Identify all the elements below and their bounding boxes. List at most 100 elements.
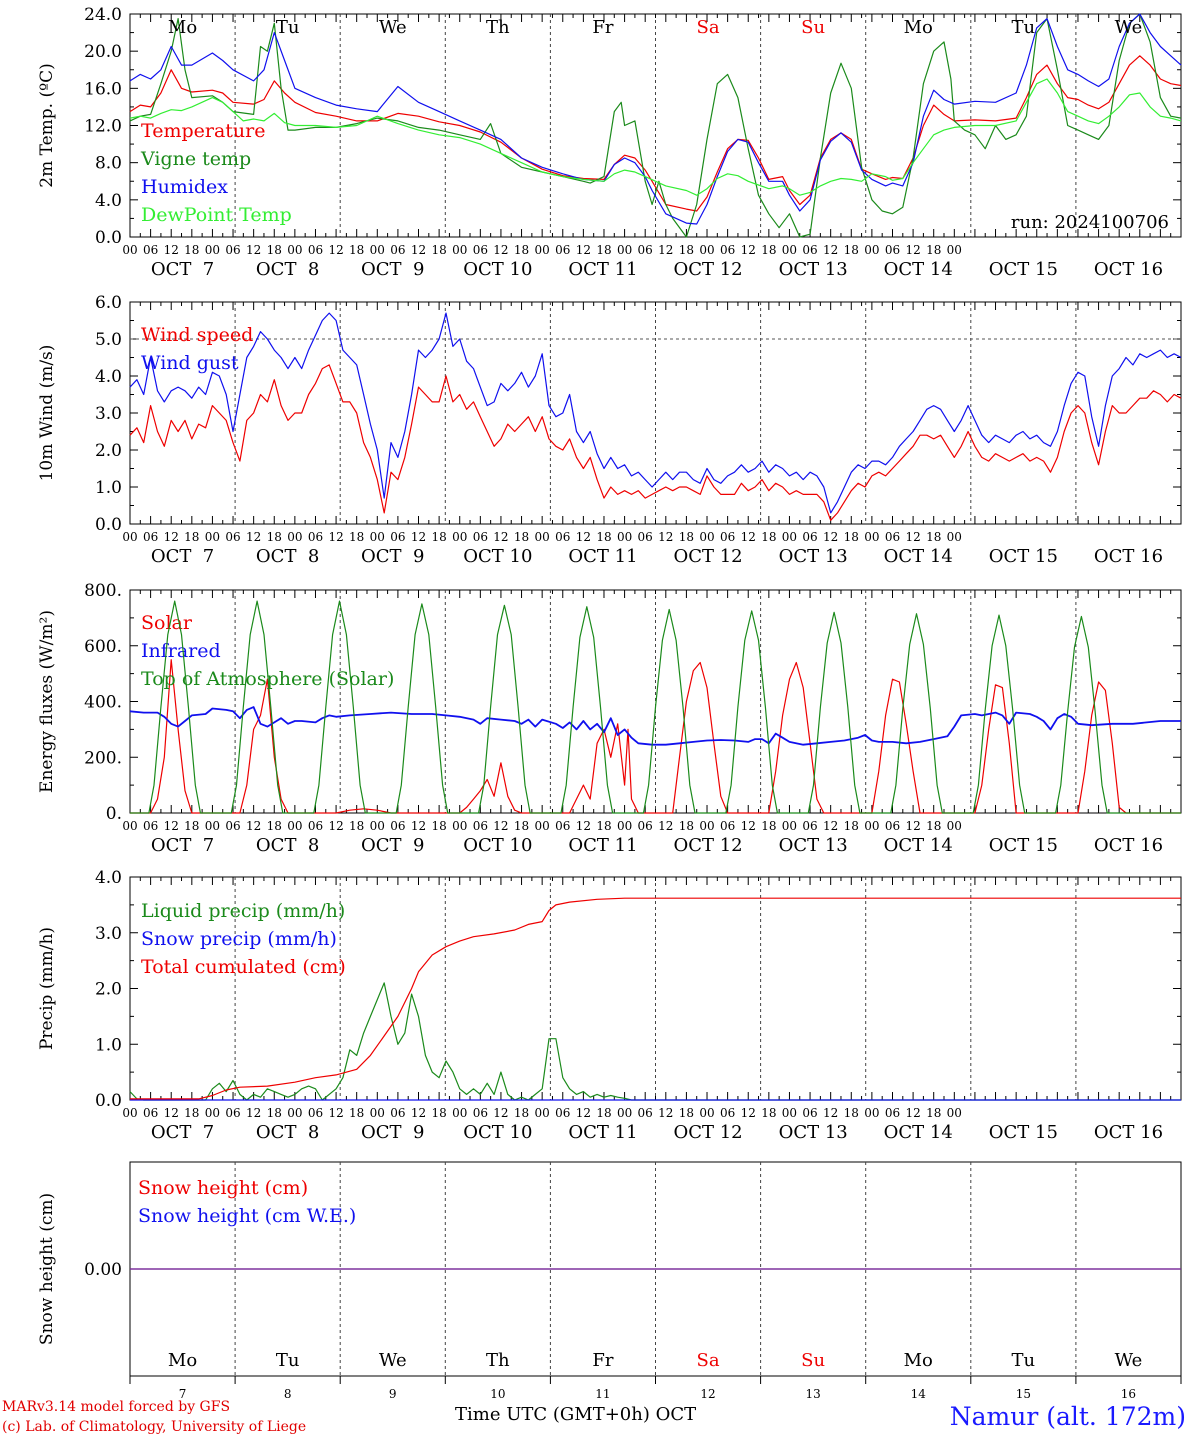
hour-tick-label: 00 [535, 243, 550, 257]
day-date-label: OCT 8 [256, 835, 319, 856]
day-name-label: Su [801, 17, 825, 38]
legend-entry: Solar [141, 612, 193, 634]
hour-tick-label: 18 [267, 1106, 282, 1120]
series-line-wind-speed [129, 364, 1182, 521]
day-name-label: Fr [592, 1350, 613, 1371]
hour-tick-label: 18 [184, 530, 199, 544]
hour-tick-label: 06 [143, 819, 158, 833]
hour-tick-label: 06 [638, 530, 653, 544]
hour-tick-label: 12 [411, 243, 426, 257]
day-name-label: Sa [697, 1350, 720, 1371]
series-line-total-cumulated-cm- [130, 897, 1181, 1100]
hour-tick-label: 06 [885, 530, 900, 544]
legend-entry: Wind gust [141, 352, 239, 374]
day-date-label: OCT 11 [568, 1122, 637, 1143]
hour-tick-label: 18 [596, 819, 611, 833]
hour-tick-label: 00 [452, 530, 467, 544]
y-tick-label: 8.0 [95, 154, 122, 174]
day-number-label: 8 [284, 1387, 292, 1401]
hour-tick-label: 06 [225, 243, 240, 257]
hour-tick-label: 06 [473, 530, 488, 544]
hour-tick-label: 18 [349, 819, 364, 833]
y-tick-label: 5.0 [95, 330, 122, 350]
day-date-label: OCT 8 [256, 259, 319, 280]
hour-tick-label: 06 [473, 819, 488, 833]
hour-tick-label: 00 [122, 1106, 137, 1120]
day-date-label: OCT 12 [673, 1122, 742, 1143]
hour-tick-label: 18 [514, 1106, 529, 1120]
day-date-label: OCT 9 [361, 1122, 424, 1143]
y-tick-label: 0.0 [95, 515, 122, 535]
hour-tick-label: 06 [308, 1106, 323, 1120]
hour-tick-label: 06 [555, 530, 570, 544]
y-tick-label: 0.00 [84, 1260, 122, 1280]
y-tick-label: 3.0 [95, 924, 122, 944]
legend-entry: Infrared [141, 640, 221, 662]
hour-tick-label: 12 [741, 243, 756, 257]
day-date-label: OCT 16 [1094, 259, 1163, 280]
hour-tick-label: 18 [267, 530, 282, 544]
y-tick-label: 1.0 [95, 478, 122, 498]
hour-tick-label: 18 [431, 243, 446, 257]
day-name-label: Mo [904, 1350, 933, 1371]
day-number-label: 7 [179, 1387, 187, 1401]
hour-tick-label: 18 [514, 530, 529, 544]
hour-tick-label: 06 [143, 243, 158, 257]
day-date-label: OCT 15 [989, 835, 1058, 856]
hour-tick-label: 06 [225, 1106, 240, 1120]
hour-tick-label: 00 [864, 819, 879, 833]
day-date-label: OCT 9 [361, 546, 424, 567]
hour-tick-label: 12 [328, 819, 343, 833]
hour-tick-label: 18 [184, 243, 199, 257]
hour-tick-label: 12 [905, 819, 920, 833]
hour-tick-label: 18 [761, 243, 776, 257]
day-date-label: OCT 14 [884, 546, 953, 567]
hour-tick-label: 00 [947, 243, 962, 257]
hour-tick-label: 12 [164, 530, 179, 544]
hour-tick-label: 12 [823, 819, 838, 833]
hour-tick-label: 00 [699, 1106, 714, 1120]
y-axis-title: Energy fluxes (W/m²) [37, 610, 57, 793]
hour-tick-label: 12 [905, 530, 920, 544]
hour-tick-label: 00 [370, 243, 385, 257]
day-name-label: We [379, 17, 407, 38]
day-date-label: OCT 7 [151, 546, 214, 567]
hour-tick-label: 12 [493, 530, 508, 544]
day-date-label: OCT 14 [884, 835, 953, 856]
hour-tick-label: 06 [638, 819, 653, 833]
hour-tick-label: 00 [864, 243, 879, 257]
y-tick-label: 24.0 [84, 5, 122, 25]
hour-tick-label: 06 [802, 530, 817, 544]
hour-tick-label: 18 [431, 530, 446, 544]
day-name-label: Su [801, 1350, 825, 1371]
hour-tick-label: 06 [885, 1106, 900, 1120]
hour-tick-label: 12 [741, 1106, 756, 1120]
hour-tick-label: 00 [122, 243, 137, 257]
hour-tick-label: 06 [720, 1106, 735, 1120]
y-tick-label: 4.0 [95, 868, 122, 888]
hour-tick-label: 06 [638, 243, 653, 257]
day-date-label: OCT 7 [151, 835, 214, 856]
hour-tick-label: 18 [679, 819, 694, 833]
hour-tick-label: 00 [782, 819, 797, 833]
hour-tick-label: 00 [699, 530, 714, 544]
hour-tick-label: 18 [596, 243, 611, 257]
hour-tick-label: 00 [535, 819, 550, 833]
hour-tick-label: 06 [885, 819, 900, 833]
day-name-label: Tu [1012, 1350, 1036, 1371]
station-name: Namur (alt. 172m) [949, 1402, 1186, 1431]
y-tick-label: 0.0 [95, 1091, 122, 1111]
day-date-label: OCT 14 [884, 259, 953, 280]
hour-tick-label: 06 [143, 1106, 158, 1120]
hour-tick-label: 18 [184, 819, 199, 833]
hour-tick-label: 18 [267, 819, 282, 833]
hour-tick-label: 06 [225, 819, 240, 833]
hour-tick-label: 12 [164, 1106, 179, 1120]
run-annotation: run: 2024100706 [1011, 212, 1169, 233]
hour-tick-label: 00 [782, 1106, 797, 1120]
day-date-label: OCT 13 [779, 835, 848, 856]
hour-tick-label: 00 [205, 819, 220, 833]
y-tick-label: 200. [84, 748, 122, 768]
day-date-label: OCT 12 [673, 259, 742, 280]
